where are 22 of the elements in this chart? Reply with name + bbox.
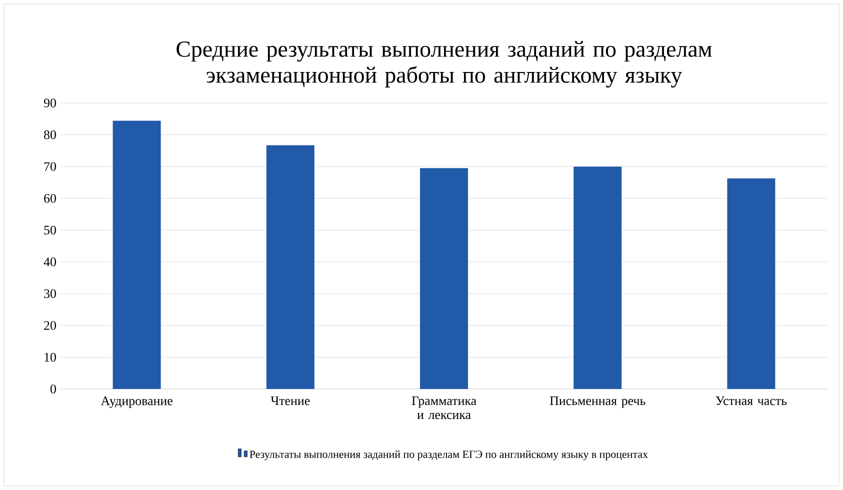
y-tick-label: 40 <box>44 258 56 266</box>
bar <box>727 178 776 389</box>
y-tick-label: 50 <box>44 226 56 234</box>
x-tick-label: Грамматика и лексика <box>412 396 476 420</box>
y-tick-label: 30 <box>44 289 56 298</box>
bar <box>112 120 161 389</box>
y-tick-label: 70 <box>44 162 56 171</box>
y-tick-label: 80 <box>44 130 56 140</box>
y-tick-label: 60 <box>44 194 56 203</box>
bar <box>266 145 314 389</box>
x-tick-label: Письменная речь <box>550 396 646 408</box>
legend-label: Результаты выполнения заданий по разделам ЕГЭ по английскому языку в процентах <box>250 450 648 460</box>
bar <box>420 168 468 389</box>
y-tick-label: 90 <box>44 98 56 108</box>
bar <box>574 166 622 389</box>
x-tick-label: Аудирование <box>100 396 172 408</box>
y-tick-label: 20 <box>44 321 56 330</box>
x-tick-label: Чтение <box>270 396 310 406</box>
chart-title: Средние результаты выполнения заданий по разделам экзаменационной работы по английскому языку <box>176 40 712 88</box>
y-tick-label: 10 <box>44 352 56 362</box>
y-tick-label: 0 <box>50 384 56 394</box>
x-tick-label: Устная часть <box>716 396 787 406</box>
